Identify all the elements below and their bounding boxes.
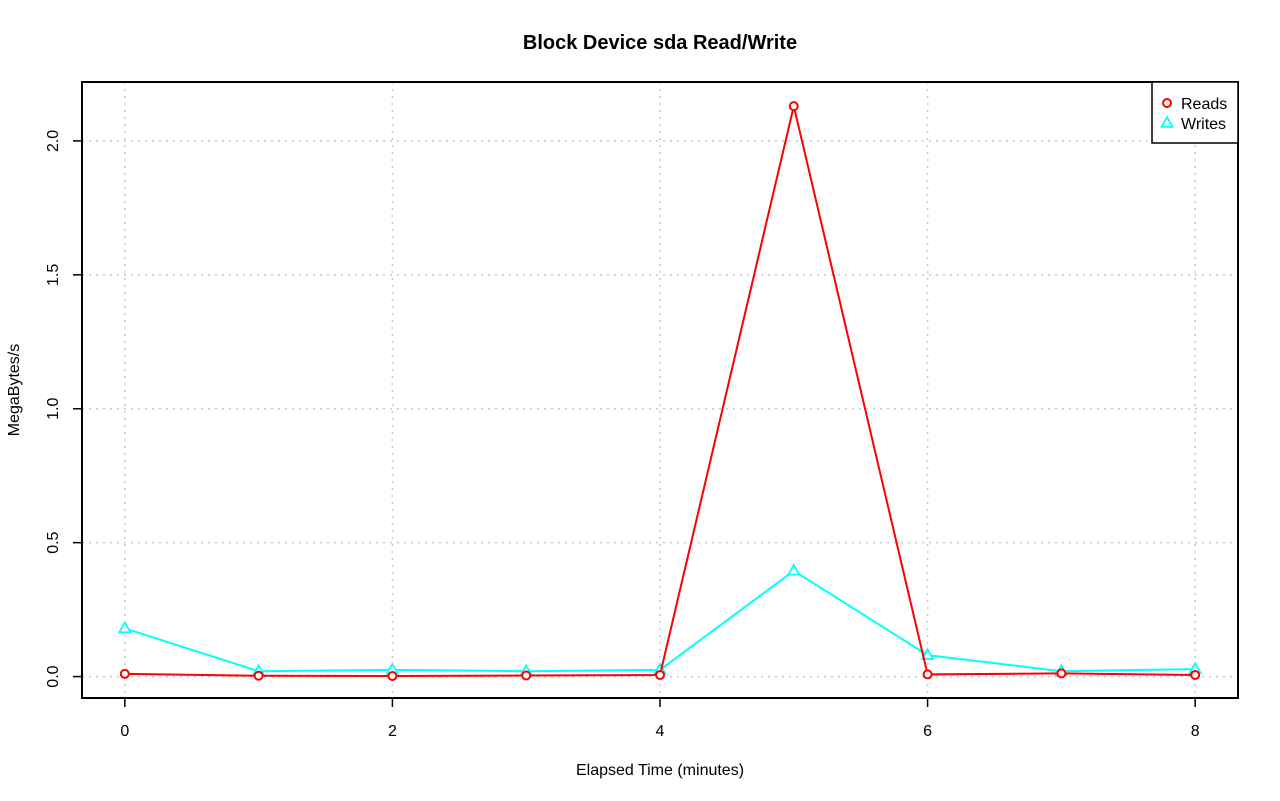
data-point-reads — [788, 101, 799, 112]
series-layer — [117, 101, 1203, 682]
data-point-reads — [253, 670, 264, 681]
data-point-writes — [786, 563, 801, 576]
x-axis: 0 2 4 6 8 — [120, 697, 1200, 740]
y-tick-label: 0.5 — [45, 531, 62, 553]
y-tick-label: 1.0 — [45, 398, 62, 420]
data-point-writes — [920, 647, 935, 660]
x-axis-label: Elapsed Time (minutes) — [576, 762, 744, 779]
legend-label-writes: Writes — [1181, 116, 1226, 133]
data-point-reads — [1056, 668, 1067, 679]
data-point-writes — [117, 620, 132, 634]
legend-marker-writes — [1159, 115, 1175, 128]
data-point-reads — [119, 668, 130, 679]
x-tick-label: 4 — [656, 723, 665, 740]
y-axis: 0.0 0.5 1.0 1.5 2.0 — [45, 130, 83, 688]
data-point-reads — [387, 671, 398, 682]
legend-label-reads: Reads — [1181, 96, 1227, 113]
x-tick-label: 0 — [120, 723, 129, 740]
y-axis-label: MegaBytes/s — [6, 344, 23, 436]
grid — [82, 82, 1238, 698]
chart-title: Block Device sda Read/Write — [523, 32, 797, 54]
data-point-reads — [655, 669, 665, 680]
legend: Reads Writes — [1151, 81, 1239, 144]
data-point-reads — [521, 670, 532, 681]
data-point-reads — [1190, 669, 1201, 680]
legend-box — [1151, 81, 1239, 144]
y-tick-label: 0.0 — [45, 665, 62, 687]
y-tick-label: 1.5 — [45, 264, 62, 286]
x-tick-label: 2 — [388, 723, 397, 740]
y-tick-label: 2.0 — [45, 130, 62, 152]
x-tick-label: 8 — [1191, 723, 1200, 740]
x-tick-label: 6 — [923, 723, 932, 740]
legend-marker-reads — [1162, 98, 1172, 108]
data-point-reads — [922, 669, 933, 680]
